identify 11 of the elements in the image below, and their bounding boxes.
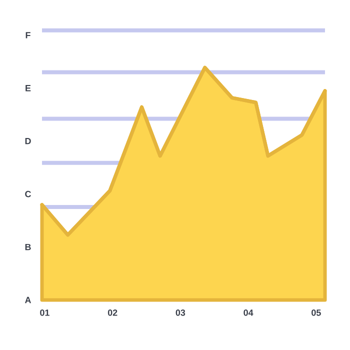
x-tick-label: 05 [312,310,321,316]
x-tick-label: 04 [244,310,254,316]
x-tick-label: 01 [40,310,50,316]
text: E [26,85,31,92]
x-tick-label: 02 [108,310,118,316]
text: A [24,296,31,304]
text: C [25,190,31,198]
text: F [26,32,30,38]
text: B [25,244,31,250]
x-tick-label: 03 [176,310,186,316]
text: D [25,138,31,144]
